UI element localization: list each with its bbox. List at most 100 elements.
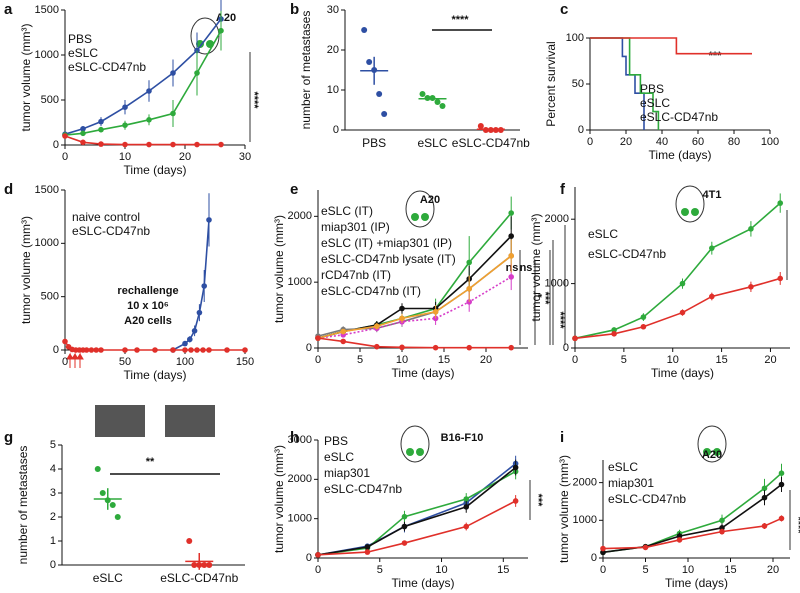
data-point [170, 347, 176, 353]
y-tick-label: 3000 [288, 434, 312, 446]
x-axis-label: Time (days) [124, 368, 187, 382]
y-tick-label: 0 [333, 124, 339, 136]
annotation: A20 [702, 449, 722, 461]
x-tick-label: eSLC [93, 571, 123, 585]
decoration [421, 213, 429, 221]
y-tick-label: 2000 [288, 473, 312, 485]
data-point [224, 347, 230, 353]
data-point [62, 133, 68, 139]
data-point [206, 562, 213, 568]
data-point [477, 123, 484, 129]
data-point [482, 127, 489, 133]
series-line [602, 517, 782, 550]
legend-entry: eSLC [588, 227, 618, 241]
series-line [317, 337, 512, 349]
x-tick-label: 20 [767, 564, 779, 576]
data-point [434, 99, 441, 105]
data-point [424, 95, 431, 101]
x-tick-label: 20 [179, 151, 191, 163]
y-tick-label: 0 [306, 552, 312, 564]
annotation: *** [539, 292, 551, 306]
y-axis-label: number of metastases [16, 446, 30, 565]
data-point [201, 562, 208, 568]
data-point [196, 562, 203, 568]
x-tick-label: 10 [396, 354, 408, 366]
legend-entry: eSLC [608, 460, 638, 474]
y-axis-label: tumor volume (mm³) [272, 445, 286, 553]
x-tick-label: 60 [692, 136, 704, 148]
series-line [590, 37, 645, 130]
annotation: **** [248, 91, 260, 109]
data-point [679, 280, 686, 287]
series-line [590, 37, 660, 130]
data-point [761, 523, 768, 529]
data-point [497, 127, 504, 133]
x-axis-label: Time (days) [651, 366, 714, 380]
legend-entry: miap301 [608, 476, 654, 490]
x-tick-label: 15 [724, 564, 736, 576]
series-line [574, 202, 781, 340]
annotation: **** [554, 311, 566, 329]
panel-letter: e [290, 181, 298, 198]
x-tick-label: 20 [764, 354, 776, 366]
panel-letter: b [290, 1, 299, 18]
legend-entry: rCD47nb (IT) [321, 268, 391, 282]
decoration [713, 448, 721, 456]
annotation: 4T1 [703, 189, 722, 201]
x-tick-label: 80 [728, 136, 740, 148]
legend-entry: eSLC-CD47nb [588, 247, 666, 261]
annotation: ns [520, 262, 533, 274]
data-point [122, 347, 128, 353]
data-point [512, 498, 519, 504]
y-tick-label: 500 [41, 291, 59, 303]
data-point [777, 200, 784, 206]
data-point [94, 466, 101, 472]
y-tick-label: 2000 [573, 477, 597, 489]
panel-letter: i [560, 429, 564, 446]
data-point [399, 344, 405, 351]
data-point [218, 27, 224, 34]
data-point [642, 544, 649, 551]
data-point [134, 347, 140, 353]
data-point [146, 141, 152, 148]
data-point [98, 141, 104, 147]
x-axis-label: Time (days) [392, 366, 455, 380]
x-tick-label: eSLC [417, 136, 447, 150]
annotation: A20 cells [124, 315, 172, 327]
x-tick-label: 0 [315, 564, 321, 576]
data-point [109, 502, 116, 508]
data-point [188, 347, 194, 353]
x-tick-label: 5 [642, 564, 648, 576]
data-point [98, 118, 104, 125]
data-point [187, 336, 193, 343]
y-tick-label: 5 [50, 439, 56, 451]
x-tick-label: 150 [236, 356, 254, 368]
data-point [778, 470, 785, 476]
legend-entry: eSLC-CD47nb [608, 492, 686, 506]
y-tick-label: 10 [327, 84, 339, 96]
data-point [487, 127, 494, 133]
data-point [93, 347, 99, 353]
data-point [315, 335, 321, 341]
x-tick-label: 20 [480, 354, 492, 366]
data-point [170, 141, 176, 148]
y-tick-label: 500 [41, 94, 59, 106]
data-point [364, 544, 371, 550]
data-point [122, 104, 128, 110]
data-point [709, 293, 715, 300]
legend-entry: eSLC [640, 96, 670, 110]
panel-letter: a [4, 1, 13, 18]
data-point [186, 538, 193, 544]
series-line [317, 466, 517, 556]
data-point [401, 523, 408, 530]
legend-entry: PBS [324, 434, 348, 448]
data-point [194, 141, 200, 148]
data-point [376, 91, 383, 97]
y-axis-label: tumor volume (mm³) [272, 215, 286, 323]
data-point [429, 95, 436, 101]
data-point [778, 481, 785, 488]
data-point [508, 210, 514, 216]
data-point [748, 284, 754, 290]
decoration [196, 40, 204, 48]
x-tick-label: 10 [682, 564, 694, 576]
